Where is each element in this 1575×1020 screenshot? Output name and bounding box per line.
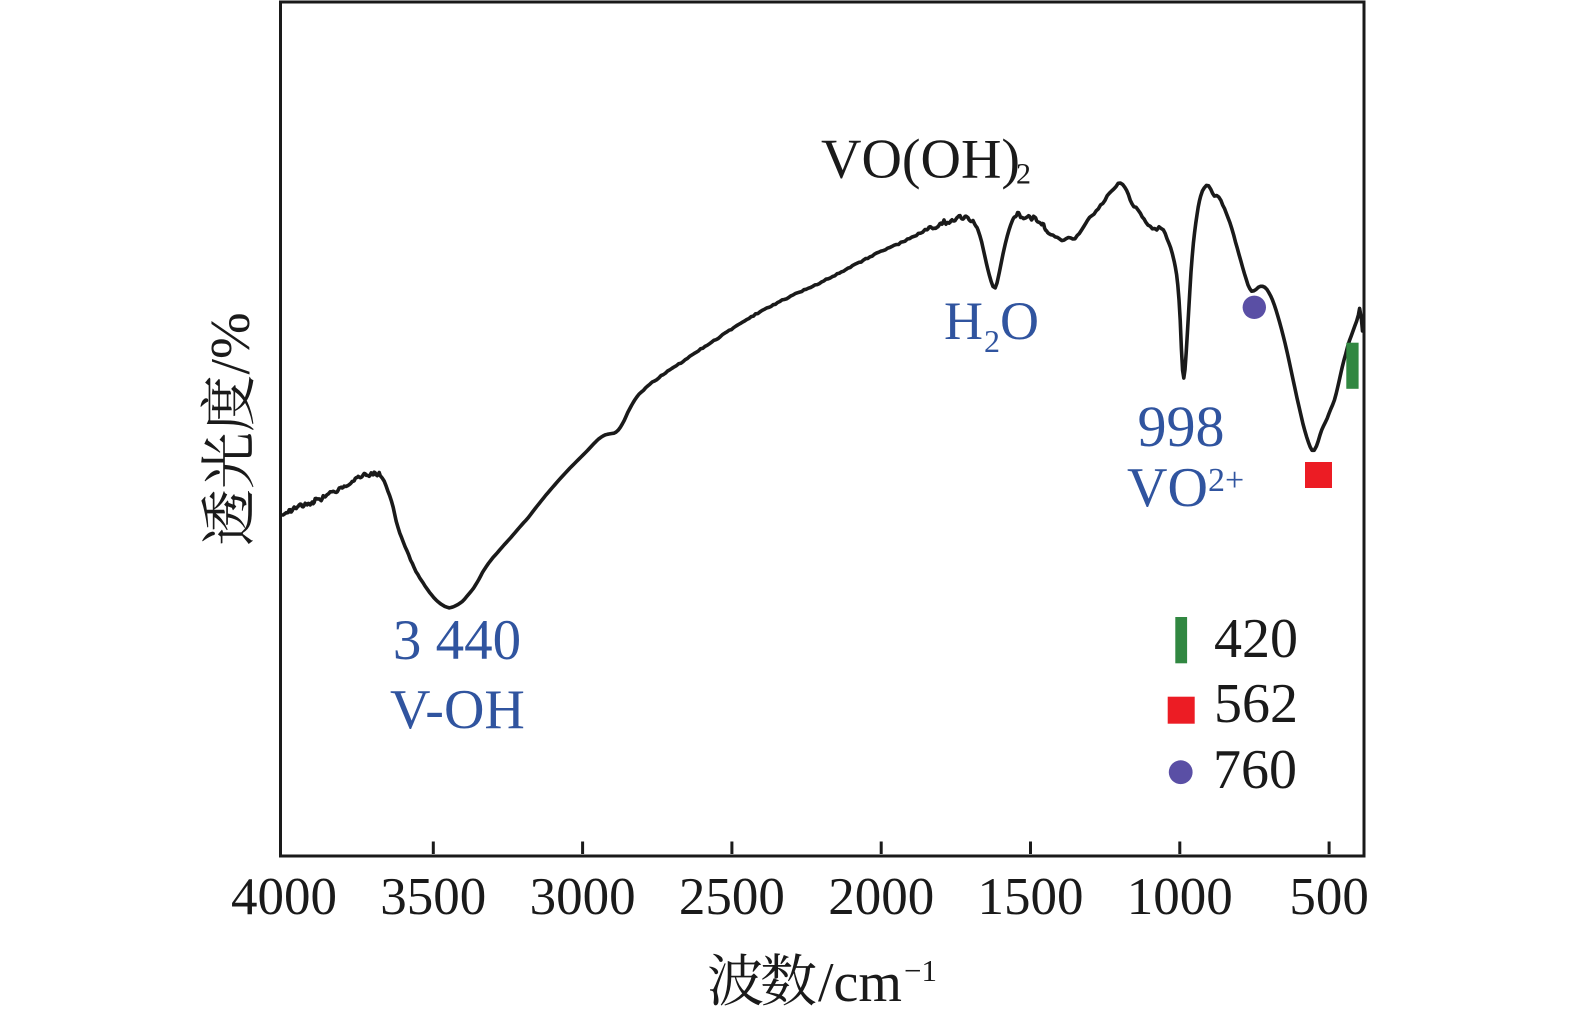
svg-text:500: 500	[1289, 868, 1369, 926]
svg-text:4000: 4000	[231, 868, 337, 926]
svg-text:760: 760	[1213, 739, 1297, 801]
svg-text:3500: 3500	[380, 868, 486, 926]
svg-text:−1: −1	[904, 953, 937, 988]
svg-text:2000: 2000	[828, 868, 934, 926]
svg-text:VO(OH): VO(OH)	[821, 129, 1020, 191]
svg-text:1500: 1500	[978, 868, 1084, 926]
svg-text:V-OH: V-OH	[390, 679, 525, 741]
svg-text:2500: 2500	[679, 868, 785, 926]
svg-text:2: 2	[984, 323, 1000, 359]
svg-text:VO: VO	[1127, 457, 1208, 519]
svg-text:3000: 3000	[530, 868, 636, 926]
svg-text:998: 998	[1138, 394, 1225, 459]
svg-text:3 440: 3 440	[393, 609, 521, 672]
svg-text:/cm: /cm	[818, 952, 902, 1014]
svg-text:O: O	[1000, 291, 1039, 351]
svg-text:420: 420	[1214, 608, 1298, 670]
svg-text:1000: 1000	[1127, 868, 1233, 926]
svg-text:2+: 2+	[1208, 462, 1244, 499]
svg-text:/%: /%	[200, 312, 262, 374]
svg-text:2: 2	[1016, 158, 1031, 191]
svg-text:562: 562	[1214, 673, 1298, 735]
svg-text:H: H	[944, 291, 983, 351]
